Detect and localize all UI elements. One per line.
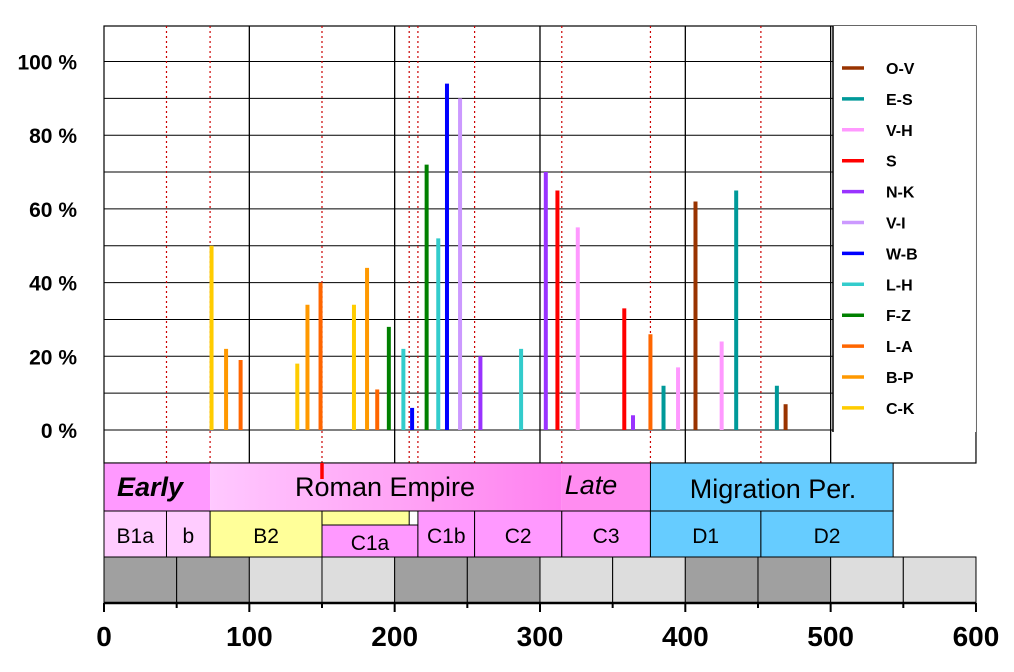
legend-label: C-K	[886, 401, 915, 418]
scale-segment	[902, 556, 977, 604]
x-tick-label: 100	[226, 621, 273, 652]
phase-label: B1a	[117, 525, 155, 548]
legend-label: S	[886, 154, 897, 171]
phase-band: B1a b B2 C1a C1b C2 C3 D1 D2	[103, 510, 894, 558]
scale-segment	[757, 556, 832, 604]
legend-label: V-I	[886, 216, 906, 233]
legend-label: L-A	[886, 339, 913, 356]
x-tick-label: 200	[371, 621, 418, 652]
phase-label: b	[182, 525, 194, 548]
scale-segment	[684, 556, 759, 604]
scale-segment	[612, 556, 686, 604]
scale-segment	[539, 556, 614, 604]
period-label-early: Early	[117, 472, 185, 502]
scale-segment	[394, 556, 468, 604]
legend-label: V-H	[886, 123, 913, 140]
legend: O-V E-S V-H S N-K V-I W-B L-H F-Z L-A B-P C-K	[832, 26, 976, 432]
x-tick-label: 600	[953, 621, 1000, 652]
phase-cell	[321, 524, 419, 558]
y-tick-label: 0 %	[41, 420, 78, 443]
scale-segment	[176, 556, 250, 604]
phase-label: C1b	[427, 525, 466, 548]
scale-segment	[103, 556, 178, 604]
legend-label: O-V	[886, 61, 915, 78]
phase-cell	[649, 510, 762, 558]
phase-cell	[103, 510, 167, 558]
legend-label: E-S	[886, 92, 913, 109]
phase-cell	[760, 510, 894, 558]
period-roman-bg	[210, 463, 562, 511]
legend-label: W-B	[886, 246, 918, 263]
legend-label: B-P	[886, 370, 914, 387]
y-tick-label: 80 %	[29, 125, 77, 148]
y-tick-label: 20 %	[29, 346, 77, 369]
phase-b2-extension	[321, 510, 410, 526]
phase-cell	[165, 510, 211, 558]
y-axis-ticks: 0 % 20 % 40 % 60 % 80 % 100 %	[17, 52, 77, 444]
phase-cell	[474, 510, 563, 558]
legend-box	[833, 26, 976, 432]
phase-label: C3	[593, 525, 620, 548]
scale-segment	[248, 556, 323, 604]
period-migration-bg	[650, 463, 894, 511]
y-tick-label: 60 %	[29, 199, 77, 222]
period-label-migration: Migration Per.	[690, 474, 857, 504]
phase-cell	[417, 510, 476, 558]
phase-label: C1a	[351, 532, 390, 555]
period-band: Early Roman Empire Late Migration Per.	[103, 462, 894, 512]
phase-label: B2	[253, 525, 279, 548]
legend-label: F-Z	[886, 308, 911, 325]
x-axis: 0 100 200 300 400 500 600	[96, 601, 1000, 652]
scale-segment	[321, 556, 396, 604]
x-tick-label: 0	[96, 621, 112, 652]
scale-segment	[466, 556, 541, 604]
phase-label: C2	[505, 525, 532, 548]
y-tick-label: 100 %	[17, 52, 77, 75]
period-late-bg	[561, 463, 651, 511]
period-early-bg	[104, 463, 211, 511]
legend-label: L-H	[886, 277, 913, 294]
x-tick-label: 400	[662, 621, 709, 652]
phase-label: D1	[692, 525, 719, 548]
period-label-roman: Roman Empire	[295, 472, 475, 502]
y-tick-label: 40 %	[29, 273, 77, 296]
phase-label: D2	[814, 525, 841, 548]
period-label-late: Late	[565, 470, 618, 500]
scale-bar	[103, 556, 977, 604]
x-tick-label: 300	[517, 621, 564, 652]
x-tick-label: 500	[807, 621, 854, 652]
legend-label: N-K	[886, 185, 915, 202]
bars	[209, 83, 788, 430]
scale-segment	[830, 556, 904, 604]
phase-cell	[561, 510, 651, 558]
plot-area	[103, 25, 977, 464]
